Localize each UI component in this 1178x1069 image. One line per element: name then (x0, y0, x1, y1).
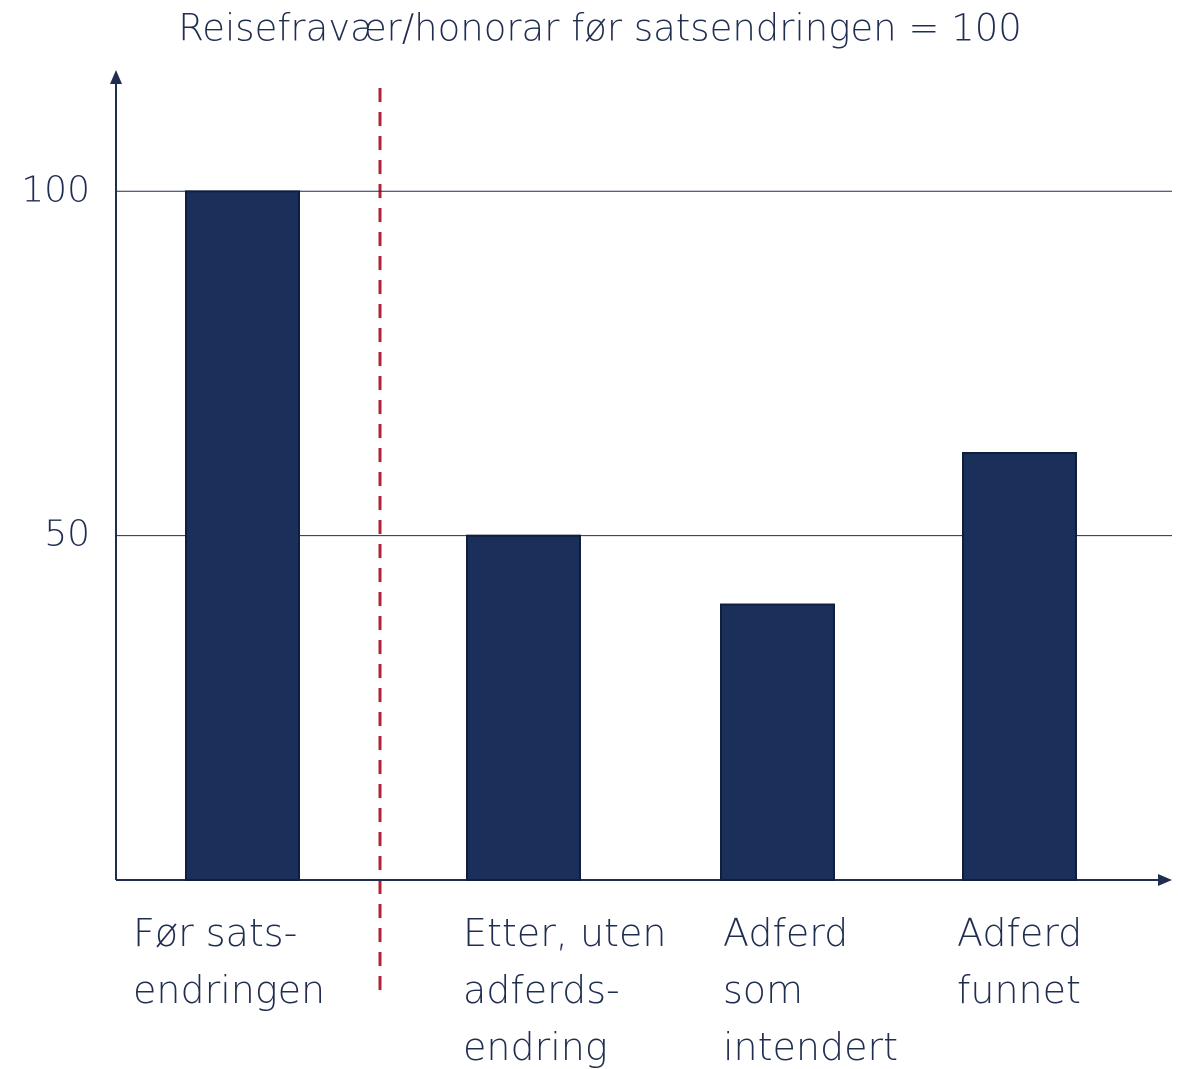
bar (720, 603, 835, 881)
x-tick-label-line: Adferd (723, 911, 848, 955)
x-tick-label: Før sats-endringen (133, 911, 325, 1012)
x-tick-label-line: Etter, uten (463, 911, 666, 955)
x-tick-label-line: funnet (957, 968, 1081, 1012)
x-tick-label: Adferd funnet (957, 911, 1082, 1012)
x-tick-label-line: Før sats- (133, 911, 297, 955)
x-tick-label-line: Adferd (957, 911, 1082, 955)
y-tick-label: 100 (21, 169, 90, 210)
x-tick-label-line: som (723, 968, 803, 1012)
y-tick-label: 50 (44, 514, 90, 555)
x-tick-label-line: intendert (723, 1025, 898, 1069)
bar (962, 452, 1077, 881)
x-tick-label-line: endring (463, 1025, 608, 1069)
x-tick-label-line: endringen (133, 968, 325, 1012)
x-tick-label-line: adferds- (463, 968, 620, 1012)
y-axis-arrow (110, 70, 122, 84)
bar (466, 534, 581, 881)
x-tick-label: Adferd som intendert (723, 911, 898, 1069)
chart-title: Reisefravær/honorar før satsendringen = … (178, 7, 1022, 50)
x-tick-label: Etter, uten adferds-endring (463, 911, 666, 1069)
x-axis-arrow (1158, 874, 1172, 886)
bar (185, 190, 300, 882)
